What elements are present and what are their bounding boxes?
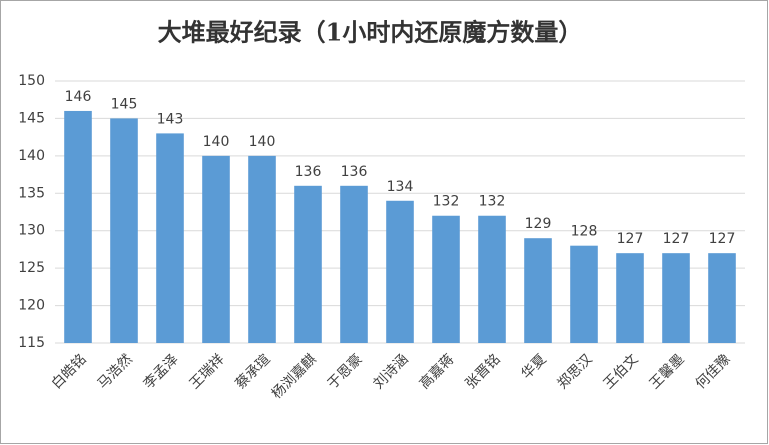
data-label: 140 xyxy=(249,134,276,150)
bar xyxy=(616,253,644,343)
data-label: 146 xyxy=(65,89,92,105)
bar xyxy=(340,185,368,343)
data-label: 127 xyxy=(617,231,644,247)
data-label: 134 xyxy=(387,179,414,195)
y-tick-label: 140 xyxy=(18,148,45,164)
bar xyxy=(432,215,460,343)
bar xyxy=(708,253,736,343)
y-tick-label: 120 xyxy=(18,298,45,314)
bar xyxy=(570,245,598,343)
y-tick-label: 130 xyxy=(18,223,45,239)
data-label: 132 xyxy=(479,194,506,210)
data-label: 136 xyxy=(295,164,322,180)
bar xyxy=(156,133,184,343)
bar xyxy=(478,215,506,343)
bar xyxy=(386,200,414,343)
data-label: 127 xyxy=(663,231,690,247)
y-tick-label: 145 xyxy=(18,110,45,126)
bar xyxy=(294,185,322,343)
data-label: 145 xyxy=(111,96,138,112)
data-label: 129 xyxy=(525,216,552,232)
bar xyxy=(248,155,276,343)
bar xyxy=(64,110,92,343)
y-tick-label: 150 xyxy=(18,73,45,89)
bar xyxy=(662,253,690,343)
y-tick-label: 125 xyxy=(18,260,45,276)
bar xyxy=(202,155,230,343)
y-tick-label: 135 xyxy=(18,185,45,201)
chart-title: 大堆最好纪录（1小时内还原魔方数量） xyxy=(158,18,583,47)
bar xyxy=(110,118,138,343)
data-label: 127 xyxy=(709,231,736,247)
data-label: 132 xyxy=(433,194,460,210)
bar xyxy=(524,238,552,343)
data-label: 143 xyxy=(157,111,184,127)
data-label: 128 xyxy=(571,224,598,240)
data-label: 136 xyxy=(341,164,368,180)
data-label: 140 xyxy=(203,134,230,150)
y-tick-label: 115 xyxy=(18,335,45,351)
